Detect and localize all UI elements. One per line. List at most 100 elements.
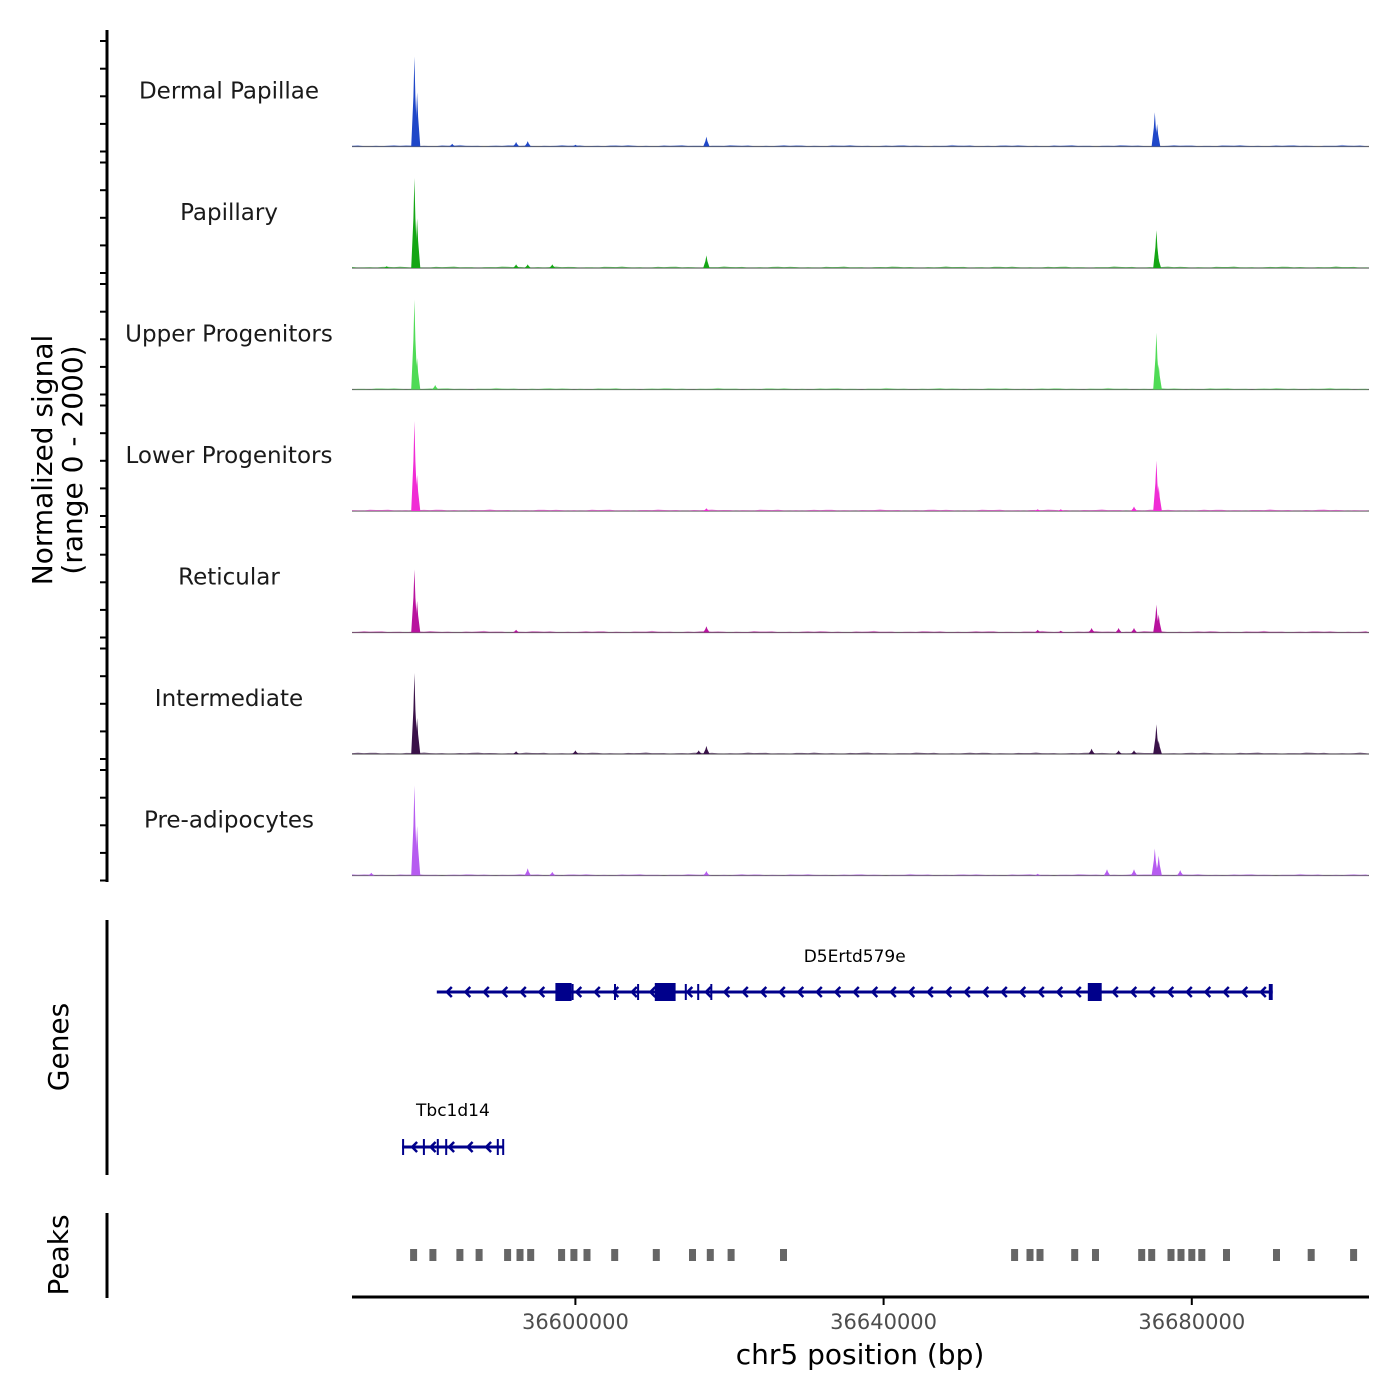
strand-arrow-icon [963, 986, 971, 998]
coverage-track: Lower Progenitors [126, 421, 1369, 512]
peak-region [504, 1249, 512, 1261]
gene-exon [637, 984, 640, 1000]
peak-region [1177, 1249, 1185, 1261]
x-tick-label: 36640000 [830, 1310, 937, 1334]
coverage-track: Pre-adipocytes [144, 785, 1369, 877]
coverage-peak [1155, 614, 1162, 633]
coverage-peak [1088, 628, 1095, 633]
coverage-peak [1130, 628, 1138, 633]
coverage-peak [413, 218, 421, 268]
coverage-track: Papillary [180, 178, 1369, 269]
coverage-peak [549, 264, 556, 268]
gene-exon [422, 1139, 425, 1155]
peak-region [570, 1249, 578, 1261]
peak-region [1092, 1249, 1099, 1261]
coverage-peak [1155, 740, 1162, 754]
strand-arrow-icon [500, 986, 509, 998]
coverage-peak [1155, 364, 1162, 390]
peak-region [727, 1249, 735, 1261]
strand-arrow-icon [1129, 986, 1138, 998]
gene-exon [684, 984, 687, 1000]
coverage-peak [411, 673, 418, 754]
track-label: Upper Progenitors [125, 322, 333, 348]
coverage-peak [1034, 509, 1041, 511]
strand-arrow-icon [1259, 986, 1267, 998]
coverage-peak [1034, 629, 1041, 633]
coverage-peak [703, 255, 710, 268]
coverage-background [352, 387, 1369, 390]
strand-arrow-icon [1148, 986, 1156, 998]
gene-exon [402, 1139, 405, 1155]
coverage-peak [432, 385, 439, 390]
coverage-peak [695, 750, 702, 754]
left-axes [100, 30, 109, 1298]
strand-arrow-icon [870, 986, 879, 998]
peak-region [456, 1249, 464, 1261]
x-ticks: 36600000 36640000 36680000 [522, 1297, 1245, 1334]
x-tick-label: 36600000 [522, 1310, 629, 1334]
gene-exon [654, 983, 676, 1001]
strand-arrow-icon [1111, 986, 1119, 998]
coverage-peak [1130, 506, 1138, 511]
coverage-peak [703, 745, 710, 754]
coverage-peak [703, 136, 710, 147]
coverage-peak [703, 871, 710, 876]
strand-arrow-icon [574, 986, 583, 998]
strand-arrow-icon [1074, 986, 1082, 998]
coverage-peak [413, 475, 421, 511]
gene-exon [502, 1139, 505, 1155]
strand-arrow-icon [611, 986, 620, 998]
coverage-peak [524, 141, 531, 147]
peak-region [1071, 1249, 1079, 1261]
peak-region [611, 1249, 619, 1261]
coverage-peak [703, 626, 710, 633]
peak-region [1167, 1249, 1175, 1261]
x-tick-label: 36680000 [1138, 1310, 1245, 1334]
coverage-peak [1155, 485, 1162, 511]
strand-arrow-icon [944, 986, 953, 998]
coverage-ylabel-line2: (range 0 - 2000) [56, 345, 89, 574]
coverage-peak [1115, 628, 1122, 633]
genes-ylabel: Genes [42, 1003, 75, 1091]
coverage-peak [572, 144, 579, 147]
coverage-peak [1177, 870, 1184, 876]
track-label: Lower Progenitors [126, 443, 333, 469]
coverage-ylabel-line1: Normalized signal [26, 335, 59, 586]
coverage-background [352, 509, 1369, 511]
strand-arrow-icon [482, 986, 490, 998]
peak-region [1198, 1249, 1206, 1261]
strand-arrow-icon [907, 986, 916, 998]
peaks-ylabel: Peaks [42, 1214, 75, 1295]
peak-region [516, 1249, 524, 1261]
peak-region [1148, 1249, 1156, 1261]
peak-region [1223, 1249, 1230, 1261]
coverage-peak [383, 266, 390, 268]
strand-arrow-icon [685, 986, 694, 998]
coverage-peak [512, 751, 520, 754]
peak-region [527, 1249, 535, 1261]
coverage-peak [1057, 630, 1064, 633]
strand-arrow-icon [815, 986, 823, 998]
strand-arrow-icon [465, 1141, 474, 1153]
peak-region [1036, 1249, 1044, 1261]
strand-arrow-icon [1018, 986, 1027, 998]
coverage-peak [512, 629, 520, 633]
strand-arrow-icon [889, 986, 897, 998]
coverage-peak [524, 868, 531, 876]
strand-arrow-icon [1203, 986, 1212, 998]
gene-label: D5Ertd579e [804, 947, 906, 967]
peak-region [780, 1249, 787, 1261]
gene-exon [1268, 984, 1273, 1000]
coverage-peak [1130, 869, 1138, 876]
peak-track [410, 1249, 1358, 1261]
coverage-background [352, 144, 1369, 147]
gene-model: Tbc1d14 [402, 1101, 505, 1155]
coverage-peak [1155, 855, 1162, 876]
strand-arrow-icon [778, 986, 786, 998]
strand-arrow-icon [1000, 986, 1008, 998]
coverage-peak [512, 264, 520, 268]
coverage-peak [703, 508, 710, 511]
coverage-peak [411, 299, 418, 390]
peak-region [1026, 1249, 1034, 1261]
strand-arrow-icon [1222, 986, 1230, 998]
